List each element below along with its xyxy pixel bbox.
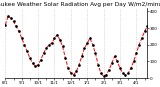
Title: Milwaukee Weather Solar Radiation Avg per Day W/m2/minute: Milwaukee Weather Solar Radiation Avg pe… — [0, 2, 160, 7]
